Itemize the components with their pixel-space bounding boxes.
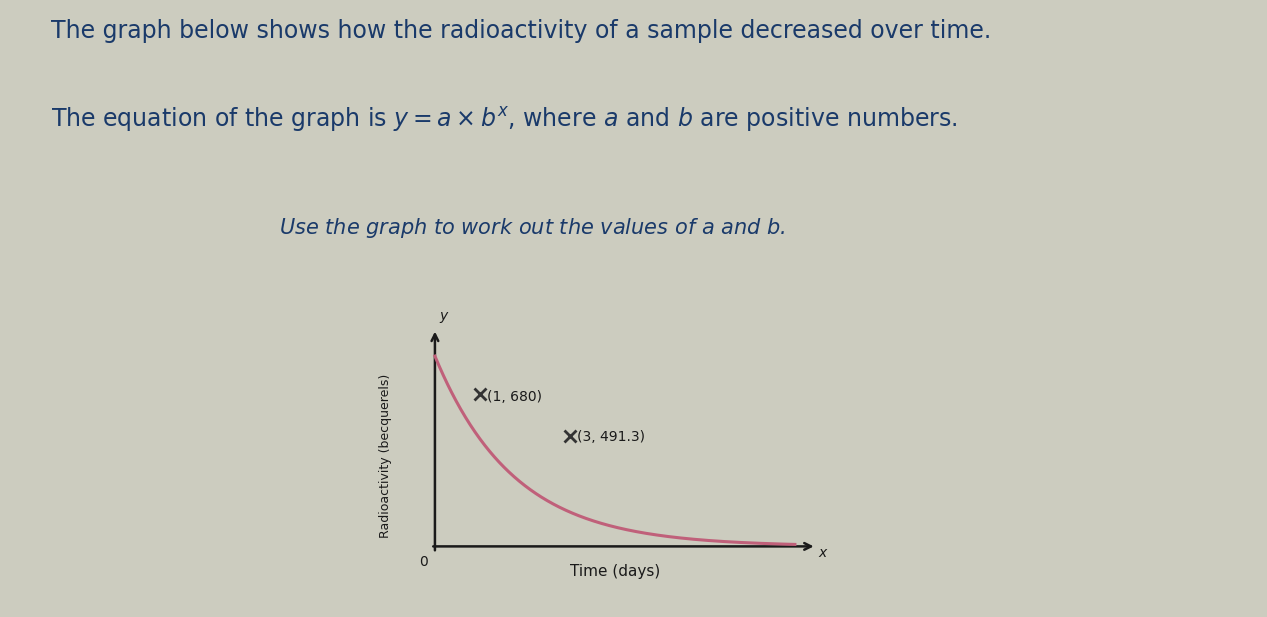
Text: The graph below shows how the radioactivity of a sample decreased over time.: The graph below shows how the radioactiv… [51,19,991,43]
Text: The equation of the graph is $y = a \times b^{x}$, where $a$ and $b$ are positiv: The equation of the graph is $y = a \tim… [51,105,957,134]
Text: $y$: $y$ [440,310,450,325]
Text: 0: 0 [419,555,428,569]
Text: (1, 680): (1, 680) [487,390,542,404]
Text: Time (days): Time (days) [570,563,660,579]
Text: Use the graph to work out the values of $a$ and $b$.: Use the graph to work out the values of … [279,216,786,240]
Text: $x$: $x$ [818,546,829,560]
Text: (3, 491.3): (3, 491.3) [576,430,645,444]
Text: Radioactivity (becquerels): Radioactivity (becquerels) [379,374,392,538]
